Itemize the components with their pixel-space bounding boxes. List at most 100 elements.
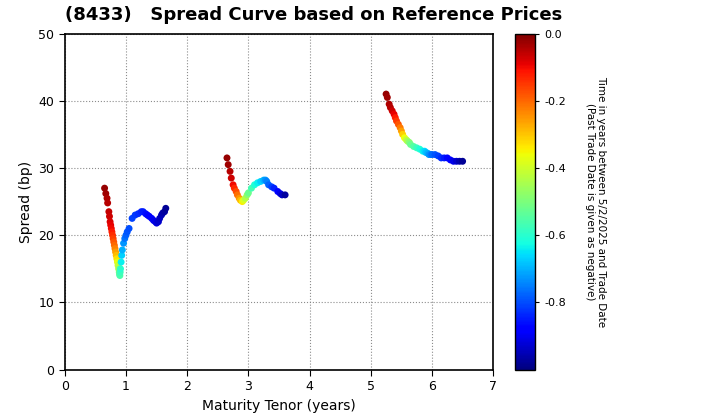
Point (390, 114, 401, 121)
Point (221, 155, 233, 161)
Point (279, 192, 291, 198)
Point (419, 148, 431, 155)
Point (232, 192, 243, 198)
Point (456, 158, 468, 165)
Point (454, 158, 465, 165)
Point (252, 179, 264, 186)
Point (100, 190, 112, 197)
Point (115, 259, 127, 265)
Point (411, 144, 423, 151)
Point (402, 138, 413, 144)
Point (99, 185, 110, 192)
Point (222, 161, 234, 168)
Text: Time in years between 5/2/2025 and Trade Date
(Past Trade Date is given as negat: Time in years between 5/2/2025 and Trade… (585, 76, 606, 327)
Point (240, 195, 251, 202)
Point (106, 228, 117, 235)
Point (154, 215, 166, 222)
Point (258, 177, 269, 184)
Point (105, 222, 117, 228)
Point (150, 220, 162, 226)
Point (107, 232, 118, 239)
Point (225, 175, 237, 181)
Point (230, 188, 242, 195)
Point (380, 91, 392, 97)
Y-axis label: Spread (bp): Spread (bp) (19, 160, 33, 243)
Point (383, 101, 395, 108)
Point (236, 198, 248, 205)
Point (263, 181, 274, 188)
Point (382, 94, 393, 101)
Point (150, 218, 161, 225)
Point (111, 255, 122, 262)
Point (114, 265, 126, 272)
Point (441, 155, 453, 161)
Point (272, 188, 284, 195)
Point (156, 212, 167, 218)
Point (417, 148, 428, 155)
Point (392, 121, 404, 128)
Point (114, 272, 126, 279)
Point (249, 181, 261, 188)
Point (127, 215, 138, 222)
Point (397, 131, 408, 138)
Point (130, 212, 141, 218)
Point (140, 210, 151, 217)
Point (423, 151, 435, 158)
Point (102, 200, 114, 206)
Point (246, 185, 257, 192)
Point (408, 143, 419, 150)
Point (120, 232, 132, 239)
Point (113, 265, 125, 272)
Point (238, 197, 249, 204)
Point (159, 208, 171, 215)
Point (122, 228, 133, 235)
Point (266, 184, 277, 190)
Point (142, 212, 153, 218)
Point (109, 242, 120, 249)
Point (116, 252, 127, 259)
Point (444, 157, 456, 163)
Point (387, 108, 398, 114)
Point (261, 178, 272, 185)
Point (114, 271, 125, 278)
Point (117, 247, 128, 253)
Point (104, 213, 115, 220)
Point (233, 195, 245, 202)
Point (274, 190, 286, 197)
Point (432, 152, 444, 159)
Point (436, 155, 447, 161)
Point (112, 262, 124, 269)
Point (451, 158, 462, 165)
Point (420, 149, 431, 156)
Point (395, 124, 406, 131)
Point (104, 218, 116, 225)
Point (438, 155, 450, 161)
Point (138, 208, 149, 215)
Point (109, 245, 121, 252)
Point (243, 189, 254, 196)
Point (112, 259, 123, 265)
Point (384, 104, 396, 111)
Point (106, 225, 117, 232)
Point (132, 210, 144, 217)
Point (241, 192, 253, 198)
Point (429, 151, 441, 158)
Point (405, 141, 416, 148)
Point (269, 185, 280, 192)
Point (399, 134, 410, 141)
Point (260, 177, 271, 184)
Point (108, 239, 120, 245)
Point (448, 158, 459, 165)
Point (103, 208, 114, 215)
Point (123, 225, 135, 232)
Point (426, 151, 438, 158)
Point (118, 240, 130, 247)
X-axis label: Maturity Tenor (years): Maturity Tenor (years) (202, 399, 356, 412)
Point (255, 178, 266, 185)
Point (146, 215, 158, 222)
Point (422, 150, 433, 157)
Point (404, 139, 415, 146)
Point (153, 218, 164, 225)
Point (135, 208, 147, 215)
Point (228, 181, 239, 188)
